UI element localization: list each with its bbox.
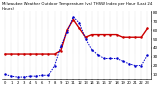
- Text: Milwaukee Weather Outdoor Temperature (vs) THSW Index per Hour (Last 24 Hours): Milwaukee Weather Outdoor Temperature (v…: [2, 2, 152, 11]
